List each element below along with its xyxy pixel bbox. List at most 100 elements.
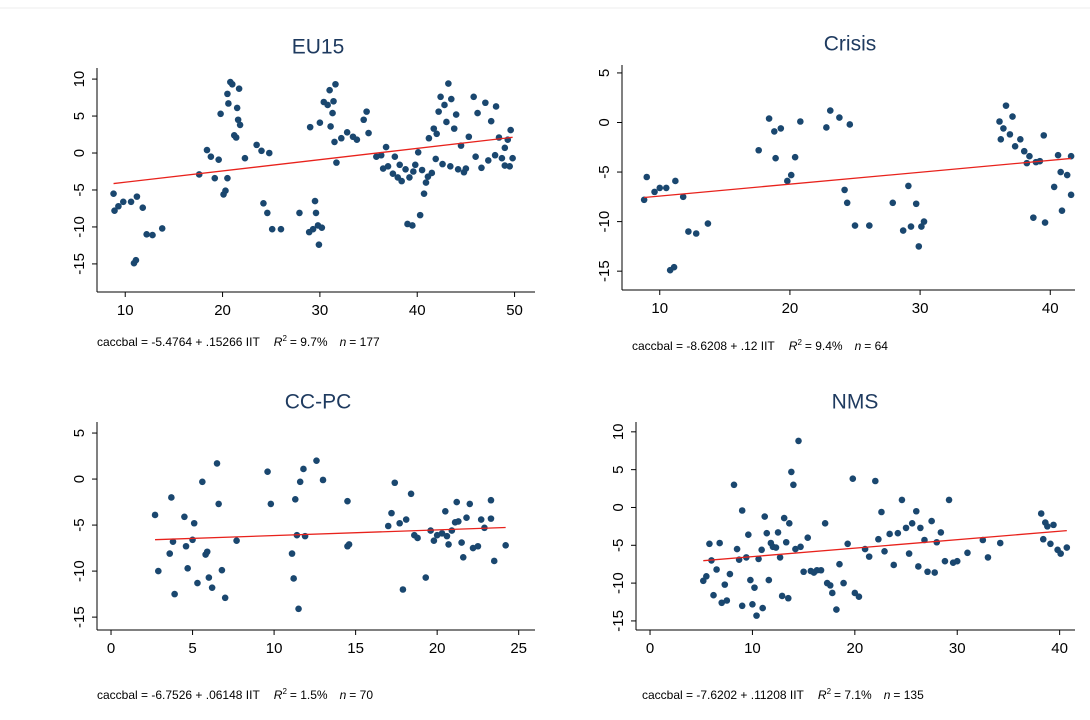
point [132, 256, 140, 264]
point [945, 496, 953, 504]
point [1063, 171, 1071, 179]
point [774, 529, 782, 536]
point [448, 527, 456, 534]
point [396, 161, 404, 169]
point [1067, 152, 1075, 160]
point [878, 508, 885, 516]
y-tick-label: 0 [610, 503, 627, 511]
point [233, 104, 241, 112]
point [452, 111, 460, 118]
point [1057, 550, 1064, 557]
point [416, 211, 424, 219]
x-tick-label: 40 [409, 302, 426, 319]
point [312, 209, 320, 217]
point [1054, 151, 1062, 159]
panel-title: NMS [832, 391, 879, 414]
point [422, 574, 430, 581]
point [730, 481, 738, 489]
point [912, 507, 920, 515]
point [399, 586, 407, 593]
point [905, 182, 912, 190]
point [447, 95, 455, 103]
point [506, 163, 513, 170]
point [996, 118, 1003, 125]
point [484, 157, 492, 164]
point [918, 223, 925, 230]
point [470, 93, 477, 101]
x-tick-label: 10 [266, 640, 283, 657]
footnote-equation: caccbal = -5.4764 + .15266 IIT [97, 335, 260, 349]
y-tick-label: -10 [596, 211, 613, 233]
point [509, 154, 516, 162]
point [184, 565, 191, 572]
point [738, 507, 746, 514]
point [507, 126, 514, 134]
point [324, 101, 331, 109]
footnote: caccbal = -8.6208 + .12 IIT R2 = 9.4% n = 64 [632, 338, 888, 353]
point [907, 223, 915, 230]
x-tick-label: 30 [949, 640, 966, 657]
point [438, 530, 446, 537]
point [833, 606, 840, 613]
footnote-n-value: = 70 [349, 688, 373, 702]
x-tick-label: 0 [107, 640, 115, 657]
point [651, 188, 658, 196]
point [447, 163, 454, 170]
point [745, 531, 752, 538]
point [435, 108, 442, 115]
point [792, 545, 799, 553]
footnote-equation: caccbal = -8.6208 + .12 IIT [632, 339, 775, 353]
point [171, 590, 178, 598]
point [772, 154, 779, 162]
point [495, 134, 503, 141]
point [300, 465, 307, 473]
point [115, 202, 122, 210]
point [233, 537, 240, 545]
point [841, 186, 848, 194]
panel-title: CC-PC [285, 391, 352, 414]
point [1041, 219, 1049, 226]
point [749, 600, 756, 608]
point [327, 123, 334, 130]
point [151, 511, 159, 519]
point [866, 222, 873, 229]
point [706, 540, 713, 548]
footnote-r2-label: R [789, 339, 798, 353]
point [482, 99, 489, 107]
point [723, 597, 731, 604]
x-tick-label: 30 [912, 300, 929, 317]
point [1057, 168, 1064, 176]
x-tick-label: 20 [846, 640, 863, 657]
point [753, 612, 760, 619]
point [264, 209, 271, 217]
point [377, 151, 385, 159]
point [915, 563, 922, 570]
point [790, 481, 797, 489]
point [502, 542, 509, 549]
point [111, 207, 118, 214]
point [420, 190, 428, 197]
point [915, 243, 923, 250]
x-tick-label: 5 [188, 640, 196, 657]
footnote-r2-power: 2 [282, 687, 287, 696]
point [713, 566, 720, 573]
point [718, 599, 726, 607]
point [402, 165, 409, 173]
footnote-n-label: n [884, 688, 891, 702]
point [1063, 544, 1071, 551]
point [345, 541, 353, 548]
point [295, 605, 302, 613]
point [765, 576, 773, 584]
point [353, 136, 361, 144]
point [755, 555, 762, 563]
point [920, 218, 928, 225]
footnote-r2-label: R [274, 688, 283, 702]
point [234, 116, 242, 124]
point [894, 529, 902, 537]
point [224, 174, 231, 182]
point [454, 165, 462, 173]
y-tick-label: -15 [71, 606, 88, 628]
point [472, 153, 479, 161]
point [836, 114, 843, 121]
point [492, 103, 500, 110]
